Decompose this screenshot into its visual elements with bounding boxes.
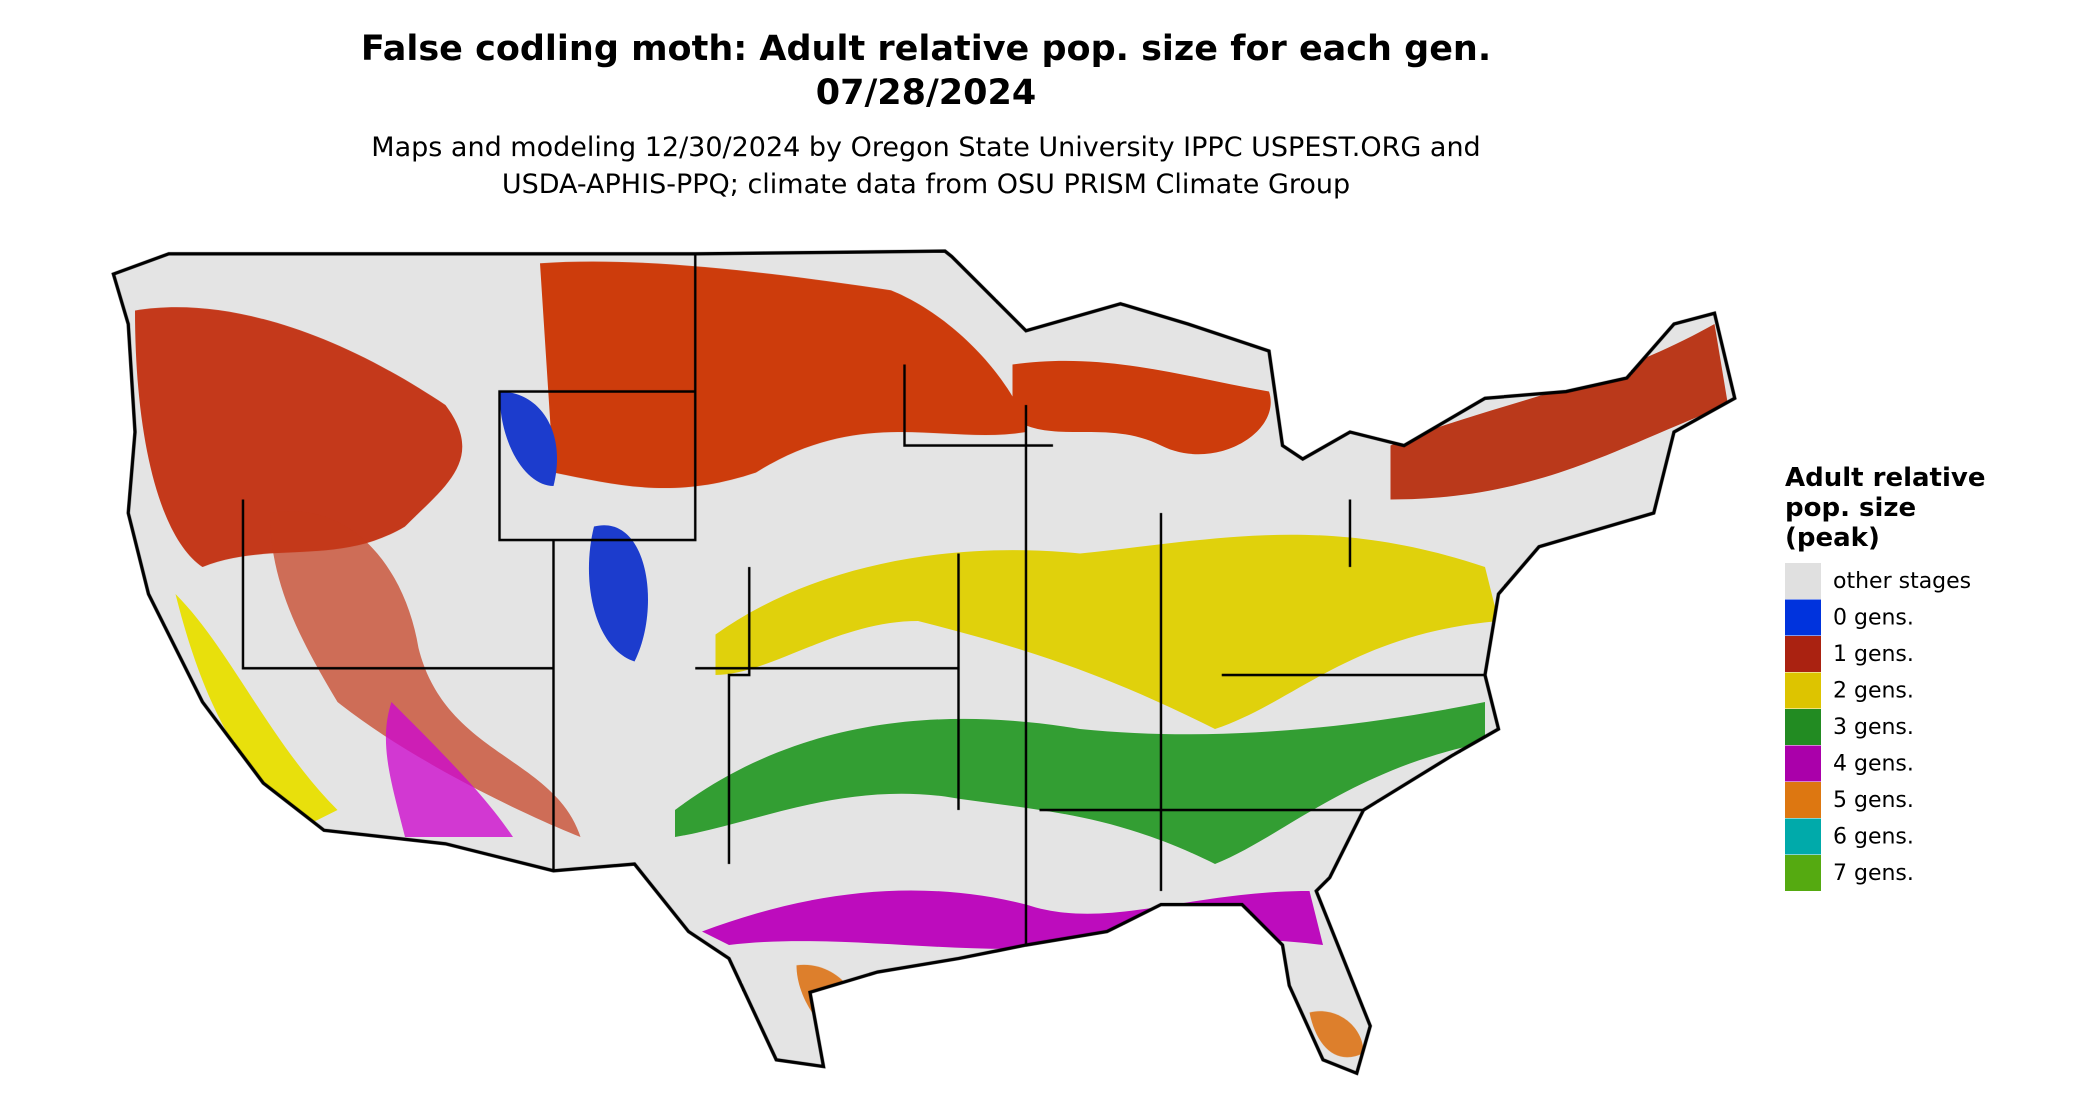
legend-label: other stages <box>1833 569 1971 594</box>
subtitle-line: USDA-APHIS-PPQ; climate data from OSU PR… <box>502 169 1350 200</box>
legend-swatch <box>1785 745 1821 782</box>
legend-label: 7 gens. <box>1833 861 1914 886</box>
subtitle-line: Maps and modeling 12/30/2024 by Oregon S… <box>371 132 1480 163</box>
legend-swatch <box>1785 709 1821 745</box>
legend-swatch <box>1785 782 1821 818</box>
legend-swatch <box>1785 855 1821 891</box>
legend-title: pop. size <box>1785 493 1916 523</box>
legend-label: 5 gens. <box>1833 788 1914 813</box>
legend-label: 3 gens. <box>1833 715 1914 740</box>
legend-label: 1 gens. <box>1833 642 1914 667</box>
legend-swatch <box>1785 599 1821 636</box>
legend-label: 2 gens. <box>1833 679 1914 704</box>
legend-label: 0 gens. <box>1833 606 1914 631</box>
legend: Adult relative pop. size (peak) other st… <box>1785 463 1985 891</box>
legend-swatch <box>1785 818 1821 855</box>
legend-label: 6 gens. <box>1833 825 1914 850</box>
map-date: 07/28/2024 <box>816 73 1036 113</box>
map-title: False codling moth: Adult relative pop. … <box>361 29 1491 69</box>
legend-swatch <box>1785 636 1821 672</box>
legend-title: Adult relative <box>1785 463 1985 493</box>
legend-title: (peak) <box>1785 523 1880 553</box>
legend-label: 4 gens. <box>1833 752 1914 777</box>
legend-swatch <box>1785 672 1821 709</box>
legend-swatch <box>1785 563 1821 599</box>
us-map <box>111 249 1737 1076</box>
